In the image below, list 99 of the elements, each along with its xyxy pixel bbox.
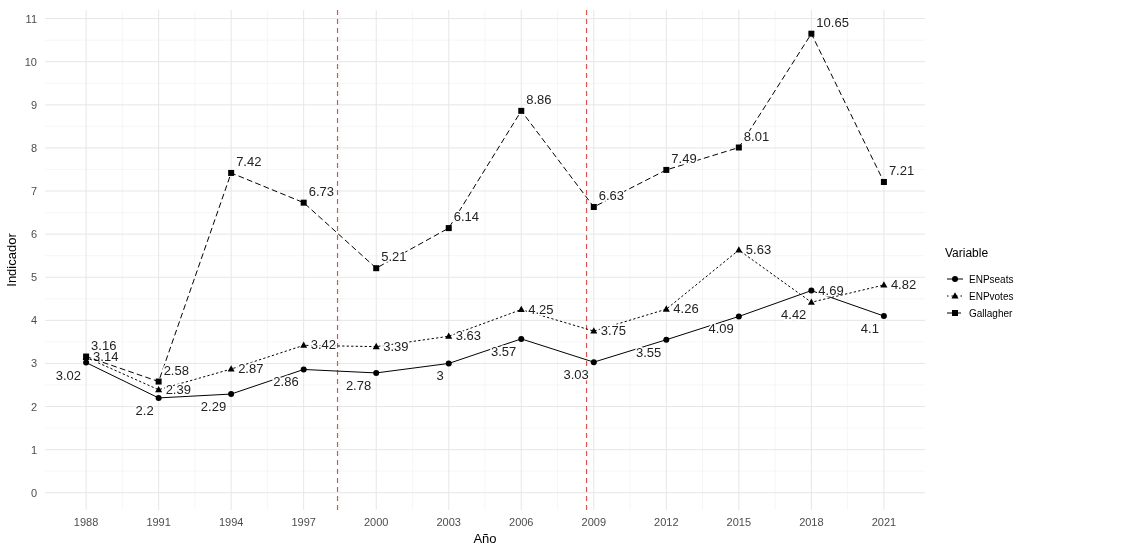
data-label: 3.39 (383, 338, 409, 354)
data-label: 3.42 (310, 337, 336, 353)
point (518, 107, 525, 114)
point (662, 305, 670, 312)
point (590, 327, 598, 334)
data-label: 2.58 (163, 362, 189, 378)
data-label: 2.29 (200, 399, 227, 415)
y-tick-label: 5 (30, 271, 37, 284)
data-label: 4.42 (781, 307, 807, 323)
data-label: 3.02 (55, 367, 82, 383)
data-label: 3.57 (490, 343, 517, 359)
x-tick-label: 2009 (581, 516, 607, 528)
x-tick-label: 2000 (363, 516, 389, 528)
data-label: 2.2 (135, 402, 154, 418)
point (590, 359, 597, 366)
data-label: 8.86 (526, 91, 552, 107)
data-label: 7.21 (888, 162, 915, 178)
y-tick-label: 1 (30, 443, 37, 456)
point (808, 287, 815, 294)
data-label: 4.09 (708, 321, 734, 337)
legend-title: Variable (945, 246, 989, 260)
y-tick-label: 6 (30, 228, 37, 241)
x-tick-label: 1991 (146, 516, 171, 528)
point (373, 265, 380, 272)
point (227, 365, 235, 372)
point (590, 203, 597, 210)
point (663, 166, 670, 173)
data-label: 8.01 (743, 128, 770, 144)
data-label: 2.87 (238, 361, 264, 377)
x-tick-label: 1988 (73, 516, 99, 528)
y-tick-label: 4 (30, 314, 37, 327)
point (735, 144, 742, 151)
y-tick-label: 10 (24, 55, 37, 68)
x-tick-label: 1997 (291, 516, 316, 528)
point (518, 335, 525, 342)
y-tick-label: 9 (30, 98, 37, 111)
point (735, 313, 742, 320)
data-label: 4.82 (890, 277, 917, 292)
point (372, 342, 380, 350)
point (155, 394, 162, 401)
data-label: 5.63 (745, 242, 772, 258)
y-tick-label: 8 (30, 141, 37, 154)
x-tick-label: 2015 (726, 516, 752, 528)
data-label: 10.65 (816, 14, 849, 30)
x-tick-label: 1994 (218, 516, 244, 528)
point (663, 336, 670, 343)
point (300, 199, 307, 206)
data-label: 4.69 (818, 282, 844, 298)
point (373, 369, 380, 376)
data-label: 2.78 (345, 377, 372, 393)
data-label: 3.03 (563, 367, 589, 383)
point (445, 360, 452, 367)
x-tick-label: 2012 (654, 516, 679, 528)
point (807, 298, 815, 305)
point (880, 313, 887, 320)
data-label: 2.86 (273, 374, 299, 390)
point (735, 246, 743, 253)
point (83, 353, 90, 360)
x-tick-label: 2021 (871, 516, 897, 528)
point (880, 178, 887, 185)
point (228, 169, 235, 176)
y-tick-label: 11 (25, 12, 37, 25)
point (155, 385, 163, 393)
legend-label: ENPvotes (969, 290, 1014, 302)
data-label: 3.63 (455, 328, 482, 344)
data-label: 6.73 (308, 183, 334, 199)
data-label: 4.25 (528, 301, 554, 317)
data-label: 5.21 (381, 249, 407, 265)
y-axis-title: Indicador (4, 232, 19, 287)
y-tick-label: 3 (30, 357, 37, 370)
y-tick-label: 0 (30, 486, 37, 499)
data-label: 3.55 (636, 344, 662, 360)
point (83, 359, 90, 366)
point (228, 391, 235, 398)
point (300, 366, 307, 373)
legend-label: Gallagher (969, 307, 1014, 319)
y-tick-label: 2 (30, 400, 37, 413)
data-label: 3 (436, 368, 444, 384)
point (808, 30, 815, 37)
data-label: 6.14 (453, 209, 480, 225)
data-label: 6.63 (598, 187, 625, 203)
point (517, 305, 525, 313)
data-label: 4.26 (673, 301, 699, 317)
legend-label: ENPseats (969, 273, 1014, 285)
x-tick-label: 2018 (799, 516, 824, 528)
point (445, 332, 453, 339)
y-tick-label: 7 (30, 185, 37, 198)
x-axis-title: Año (473, 531, 497, 546)
x-tick-label: 2006 (509, 516, 534, 528)
data-label: 2.39 (165, 381, 191, 397)
x-tick-label: 2003 (436, 516, 461, 528)
point (155, 378, 162, 385)
point (300, 341, 308, 348)
point (445, 225, 452, 232)
data-label: 7.49 (671, 150, 697, 166)
data-label: 3.75 (600, 323, 627, 339)
point (880, 281, 888, 288)
data-label: 7.42 (236, 153, 262, 169)
data-label: 4.1 (860, 321, 879, 337)
